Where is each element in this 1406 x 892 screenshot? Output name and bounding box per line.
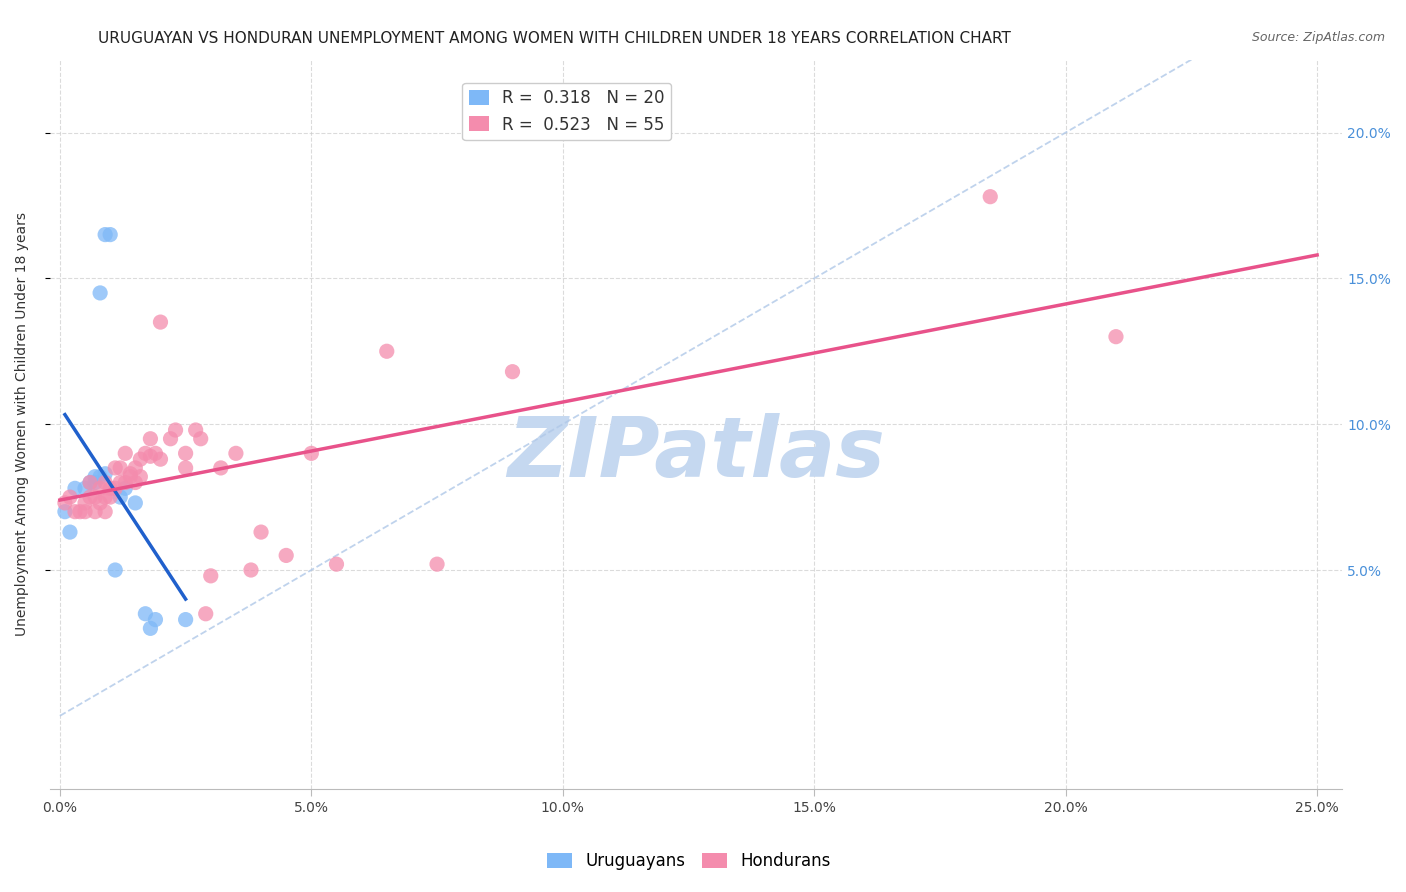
Point bbox=[159, 432, 181, 446]
Point bbox=[325, 557, 347, 571]
Point bbox=[79, 475, 101, 490]
Point bbox=[98, 227, 121, 242]
Point bbox=[53, 496, 76, 510]
Point bbox=[89, 285, 111, 300]
Point bbox=[98, 481, 121, 495]
Y-axis label: Unemployment Among Women with Children Under 18 years: Unemployment Among Women with Children U… bbox=[15, 212, 30, 636]
Point bbox=[124, 475, 146, 490]
Point bbox=[190, 432, 212, 446]
Point bbox=[209, 461, 232, 475]
Point bbox=[104, 481, 127, 495]
Point bbox=[89, 481, 111, 495]
Point bbox=[79, 490, 101, 504]
Point bbox=[134, 446, 156, 460]
Point bbox=[98, 490, 121, 504]
Point bbox=[73, 496, 96, 510]
Point bbox=[94, 475, 117, 490]
Point bbox=[426, 557, 449, 571]
Point bbox=[1105, 329, 1128, 343]
Point bbox=[79, 475, 101, 490]
Point bbox=[84, 475, 107, 490]
Point bbox=[120, 467, 142, 481]
Point bbox=[129, 469, 152, 483]
Point bbox=[89, 496, 111, 510]
Point bbox=[104, 461, 127, 475]
Legend: Uruguayans, Hondurans: Uruguayans, Hondurans bbox=[540, 846, 838, 877]
Point bbox=[63, 505, 86, 519]
Point bbox=[69, 505, 91, 519]
Text: ZIPatlas: ZIPatlas bbox=[508, 413, 884, 494]
Point bbox=[149, 452, 172, 467]
Point bbox=[104, 563, 127, 577]
Point bbox=[53, 505, 76, 519]
Point bbox=[276, 549, 298, 563]
Point bbox=[120, 469, 142, 483]
Point bbox=[139, 621, 162, 635]
Text: URUGUAYAN VS HONDURAN UNEMPLOYMENT AMONG WOMEN WITH CHILDREN UNDER 18 YEARS CORR: URUGUAYAN VS HONDURAN UNEMPLOYMENT AMONG… bbox=[98, 31, 1011, 46]
Point bbox=[250, 525, 273, 540]
Point bbox=[110, 490, 132, 504]
Point bbox=[165, 423, 187, 437]
Point bbox=[225, 446, 247, 460]
Point bbox=[94, 490, 117, 504]
Point bbox=[114, 475, 136, 490]
Point bbox=[375, 344, 398, 359]
Point bbox=[174, 613, 197, 627]
Legend: R =  0.318   N = 20, R =  0.523   N = 55: R = 0.318 N = 20, R = 0.523 N = 55 bbox=[463, 83, 672, 140]
Point bbox=[139, 450, 162, 464]
Point bbox=[174, 461, 197, 475]
Point bbox=[184, 423, 207, 437]
Text: Source: ZipAtlas.com: Source: ZipAtlas.com bbox=[1251, 31, 1385, 45]
Point bbox=[114, 446, 136, 460]
Point bbox=[110, 461, 132, 475]
Point bbox=[134, 607, 156, 621]
Point bbox=[145, 613, 167, 627]
Point bbox=[194, 607, 217, 621]
Point bbox=[59, 490, 82, 504]
Point bbox=[94, 227, 117, 242]
Point bbox=[63, 481, 86, 495]
Point bbox=[124, 461, 146, 475]
Point bbox=[73, 481, 96, 495]
Point bbox=[129, 452, 152, 467]
Point bbox=[110, 475, 132, 490]
Point bbox=[149, 315, 172, 329]
Point bbox=[979, 189, 1001, 203]
Point bbox=[174, 446, 197, 460]
Point bbox=[200, 569, 222, 583]
Point bbox=[145, 446, 167, 460]
Point bbox=[502, 365, 524, 379]
Point bbox=[73, 505, 96, 519]
Point bbox=[139, 432, 162, 446]
Point bbox=[94, 467, 117, 481]
Point bbox=[84, 505, 107, 519]
Point bbox=[89, 469, 111, 483]
Point bbox=[114, 481, 136, 495]
Point bbox=[84, 490, 107, 504]
Point bbox=[240, 563, 263, 577]
Point bbox=[94, 505, 117, 519]
Point bbox=[59, 525, 82, 540]
Point bbox=[299, 446, 322, 460]
Point bbox=[84, 469, 107, 483]
Point bbox=[124, 496, 146, 510]
